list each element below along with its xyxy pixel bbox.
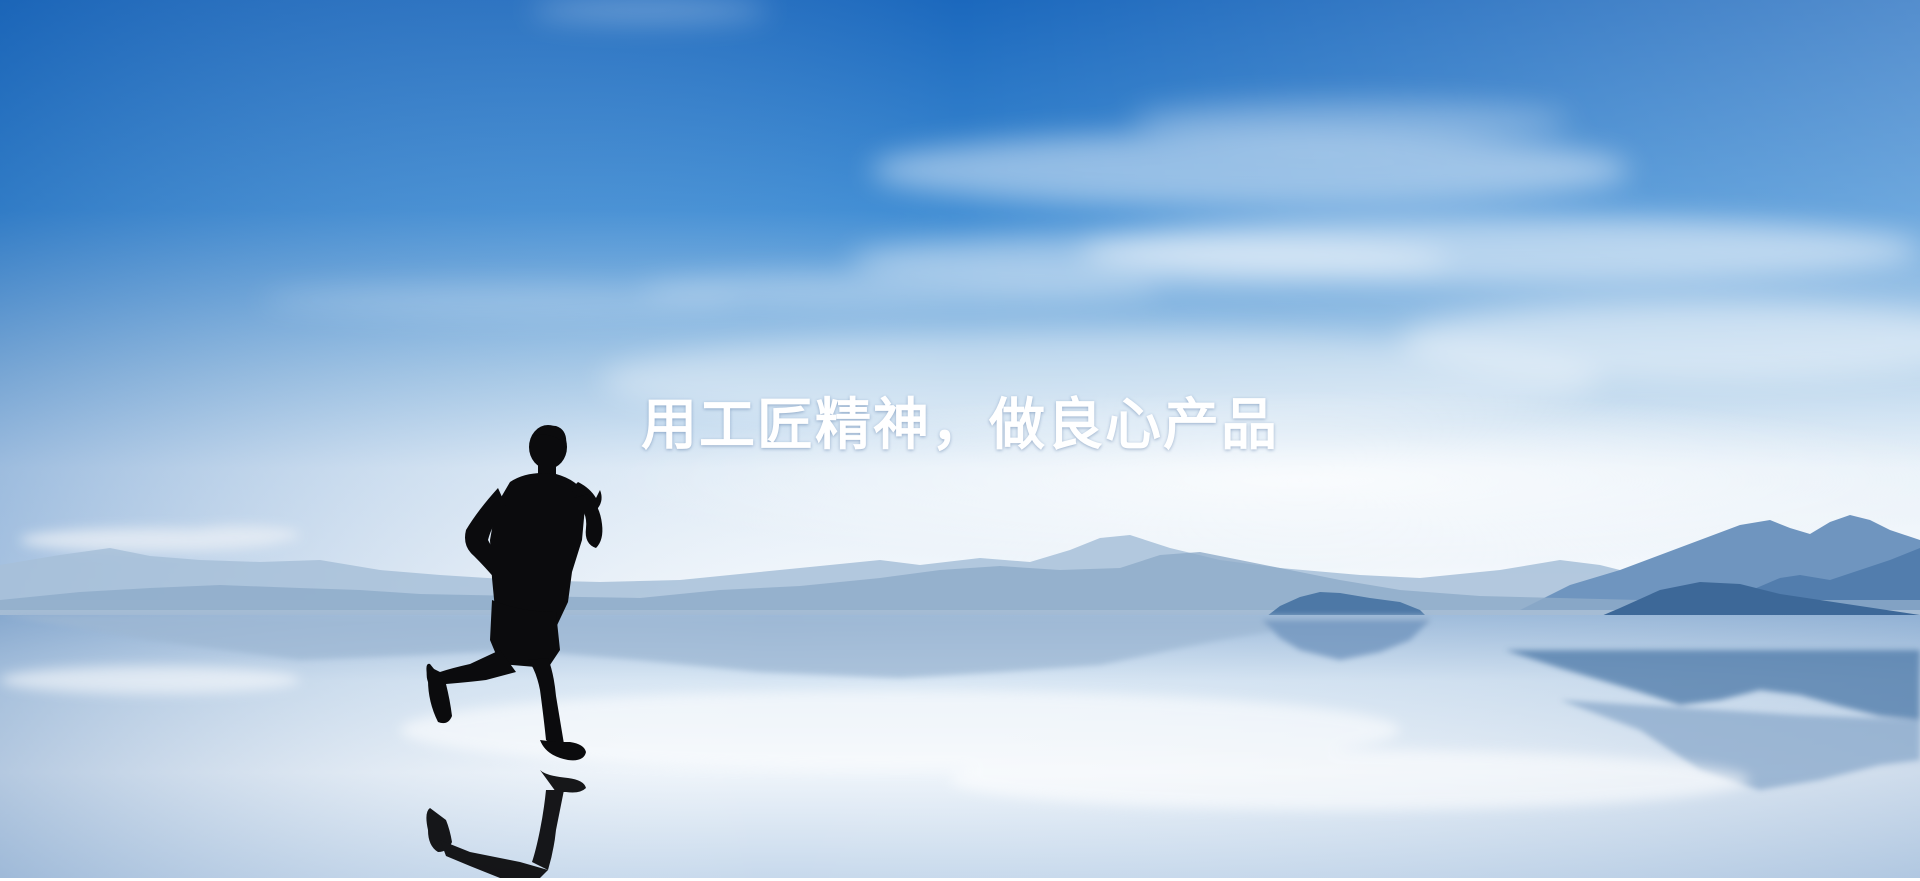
banner-slogan: 用工匠精神，做良心产品 [641, 393, 1279, 458]
runner-reflection [426, 770, 586, 878]
runner-silhouette [426, 425, 603, 761]
